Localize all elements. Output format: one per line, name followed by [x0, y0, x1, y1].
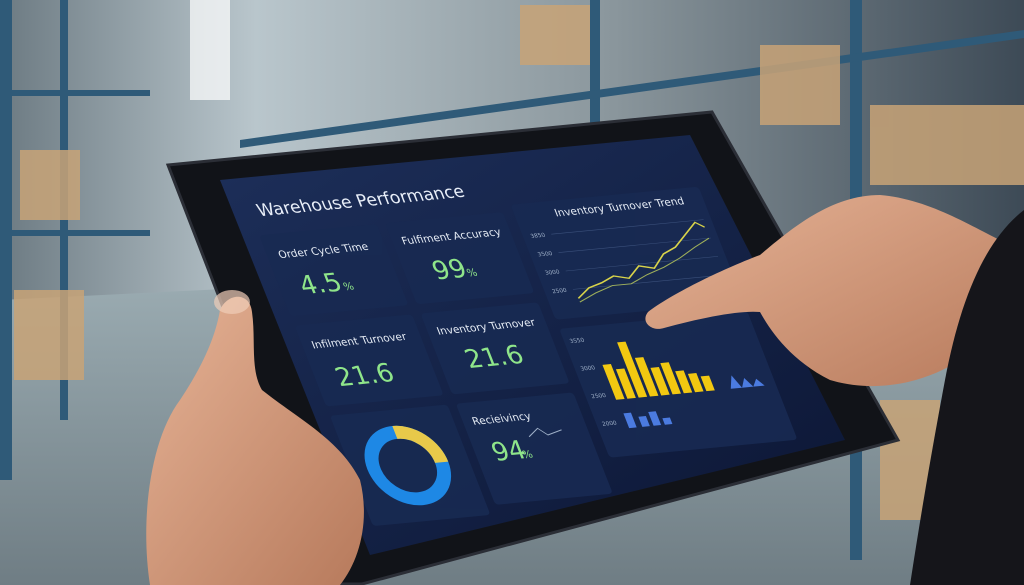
y-tick-label: 3550 — [569, 338, 586, 345]
y-tick-label: 2500 — [551, 288, 568, 295]
boxes — [14, 5, 1024, 520]
y-tick-label: 3000 — [544, 270, 561, 277]
card-value: 21.6 — [461, 341, 529, 375]
card-backgrounds — [260, 187, 797, 526]
right-hand — [645, 195, 1024, 585]
y-tick-label: 3500 — [537, 251, 554, 258]
card-value: 21.6 — [331, 359, 399, 393]
y-tick-label: 2000 — [601, 421, 618, 428]
card-unit: % — [520, 448, 535, 461]
dashboard: Warehouse Performance Order Cycle Time 4… — [254, 182, 797, 526]
trend-line — [579, 237, 710, 303]
card-unit: % — [465, 266, 480, 279]
y-tick-label: 3850 — [530, 233, 547, 240]
bars-secondary — [623, 375, 765, 429]
y-tick-label: 2500 — [591, 393, 608, 400]
ceiling-light — [190, 0, 230, 100]
left-hand — [146, 290, 364, 585]
trend-line — [577, 221, 705, 299]
card-label: Recieivincy — [470, 410, 533, 428]
bars — [602, 341, 715, 400]
grid — [551, 219, 726, 290]
card-unit: % — [341, 280, 356, 293]
y-tick-label: 3000 — [580, 365, 597, 372]
sparkline — [528, 427, 562, 438]
donut-segment — [392, 425, 449, 464]
